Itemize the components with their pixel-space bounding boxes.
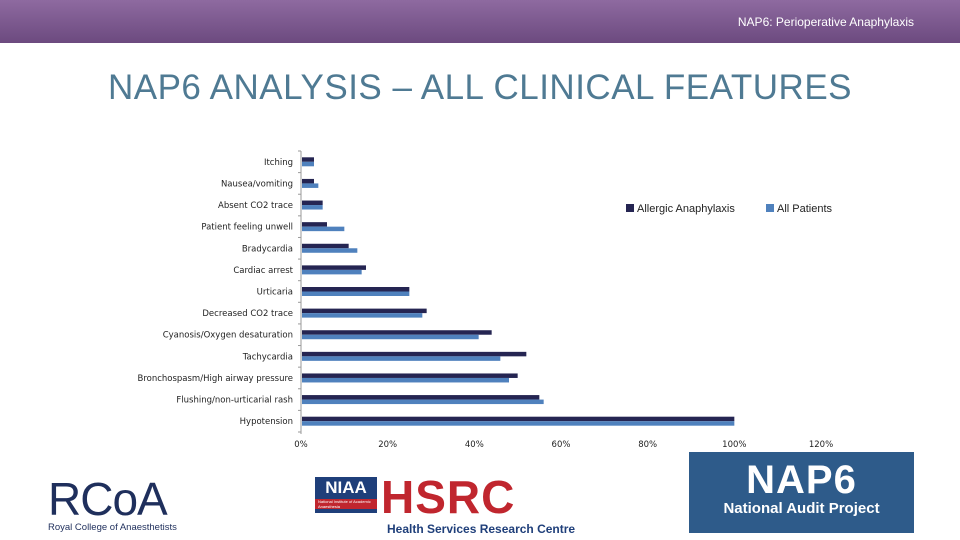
bar-all-patients bbox=[302, 399, 544, 405]
header-text: NAP6: Perioperative Anaphylaxis bbox=[737, 15, 914, 29]
x-tick-label: 20% bbox=[378, 440, 397, 450]
nap6-logo-subtitle: National Audit Project bbox=[723, 500, 880, 517]
rcoa-logo: RCoA Royal College of Anaesthetists bbox=[48, 476, 208, 540]
bar-allergic-anaphylaxis bbox=[302, 243, 349, 249]
bar-all-patients bbox=[302, 248, 358, 253]
bar-all-patients bbox=[302, 377, 509, 383]
bar-allergic-anaphylaxis bbox=[302, 308, 427, 314]
bar-all-patients bbox=[302, 421, 735, 426]
x-tick-label: 40% bbox=[465, 440, 484, 450]
niaa-logo: NIAA National Institute of Academic Anae… bbox=[315, 477, 377, 513]
header-bar: NAP6: Perioperative Anaphylaxis bbox=[0, 0, 960, 43]
hsrc-logo-text: HSRC bbox=[381, 471, 516, 523]
legend-label: All Patients bbox=[777, 203, 833, 215]
bar-all-patients bbox=[302, 356, 501, 361]
category-label: Nausea/vomiting bbox=[221, 179, 293, 189]
bar-all-patients bbox=[302, 161, 314, 167]
category-label: Cardiac arrest bbox=[233, 266, 293, 276]
category-label: Bronchospasm/High airway pressure bbox=[137, 374, 293, 384]
rcoa-logo-subtitle: Royal College of Anaesthetists bbox=[48, 522, 177, 533]
legend-label: Allergic Anaphylaxis bbox=[637, 203, 735, 215]
category-label: Tachycardia bbox=[242, 352, 293, 362]
x-tick-label: 0% bbox=[294, 440, 308, 450]
bar-all-patients bbox=[302, 205, 323, 210]
bar-allergic-anaphylaxis bbox=[302, 416, 735, 422]
bar-allergic-anaphylaxis bbox=[302, 265, 366, 270]
bar-all-patients bbox=[302, 226, 345, 232]
bar-allergic-anaphylaxis bbox=[302, 200, 323, 206]
bar-allergic-anaphylaxis bbox=[302, 330, 492, 335]
x-tick-label: 120% bbox=[809, 440, 833, 450]
bar-all-patients bbox=[302, 291, 410, 296]
category-label: Patient feeling unwell bbox=[201, 223, 293, 233]
category-label: Flushing/non-urticarial rash bbox=[176, 396, 293, 406]
rcoa-logo-mark: RCoA bbox=[48, 473, 168, 525]
x-tick-label: 100% bbox=[722, 440, 746, 450]
page-title: NAP6 ANALYSIS – ALL CLINICAL FEATURES bbox=[107, 68, 853, 107]
niaa-logo-text: NIAA bbox=[325, 478, 367, 497]
nap6-logo-text: NAP6 bbox=[746, 458, 857, 502]
hsrc-logo: NIAA National Institute of Academic Anae… bbox=[315, 471, 576, 538]
nap6-logo: NAP6 National Audit Project bbox=[689, 452, 914, 533]
category-label: Hypotension bbox=[240, 417, 293, 427]
bar-allergic-anaphylaxis bbox=[302, 178, 314, 184]
category-label: Urticaria bbox=[257, 288, 293, 298]
x-tick-label: 80% bbox=[638, 440, 657, 450]
bar-allergic-anaphylaxis bbox=[302, 395, 540, 400]
category-label: Bradycardia bbox=[242, 244, 293, 254]
category-label: Absent CO2 trace bbox=[218, 201, 293, 211]
bar-all-patients bbox=[302, 334, 479, 340]
bar-all-patients bbox=[302, 269, 362, 275]
x-tick-label: 60% bbox=[552, 440, 571, 450]
bar-allergic-anaphylaxis bbox=[302, 157, 314, 162]
category-label: Itching bbox=[264, 158, 293, 168]
bar-allergic-anaphylaxis bbox=[302, 222, 327, 227]
niaa-logo-subtitle: National Institute of Academic Anaesthes… bbox=[315, 499, 377, 509]
bar-allergic-anaphylaxis bbox=[302, 351, 527, 357]
category-label: Decreased CO2 trace bbox=[202, 309, 293, 319]
legend-swatch bbox=[626, 204, 634, 212]
category-label: Cyanosis/Oxygen desaturation bbox=[163, 331, 293, 341]
bar-all-patients bbox=[302, 183, 319, 188]
bar-allergic-anaphylaxis bbox=[302, 287, 410, 292]
legend-swatch bbox=[766, 204, 774, 212]
bar-all-patients bbox=[302, 313, 423, 318]
bar-allergic-anaphylaxis bbox=[302, 373, 518, 378]
hsrc-logo-subtitle: Health Services Research Centre bbox=[387, 522, 576, 536]
